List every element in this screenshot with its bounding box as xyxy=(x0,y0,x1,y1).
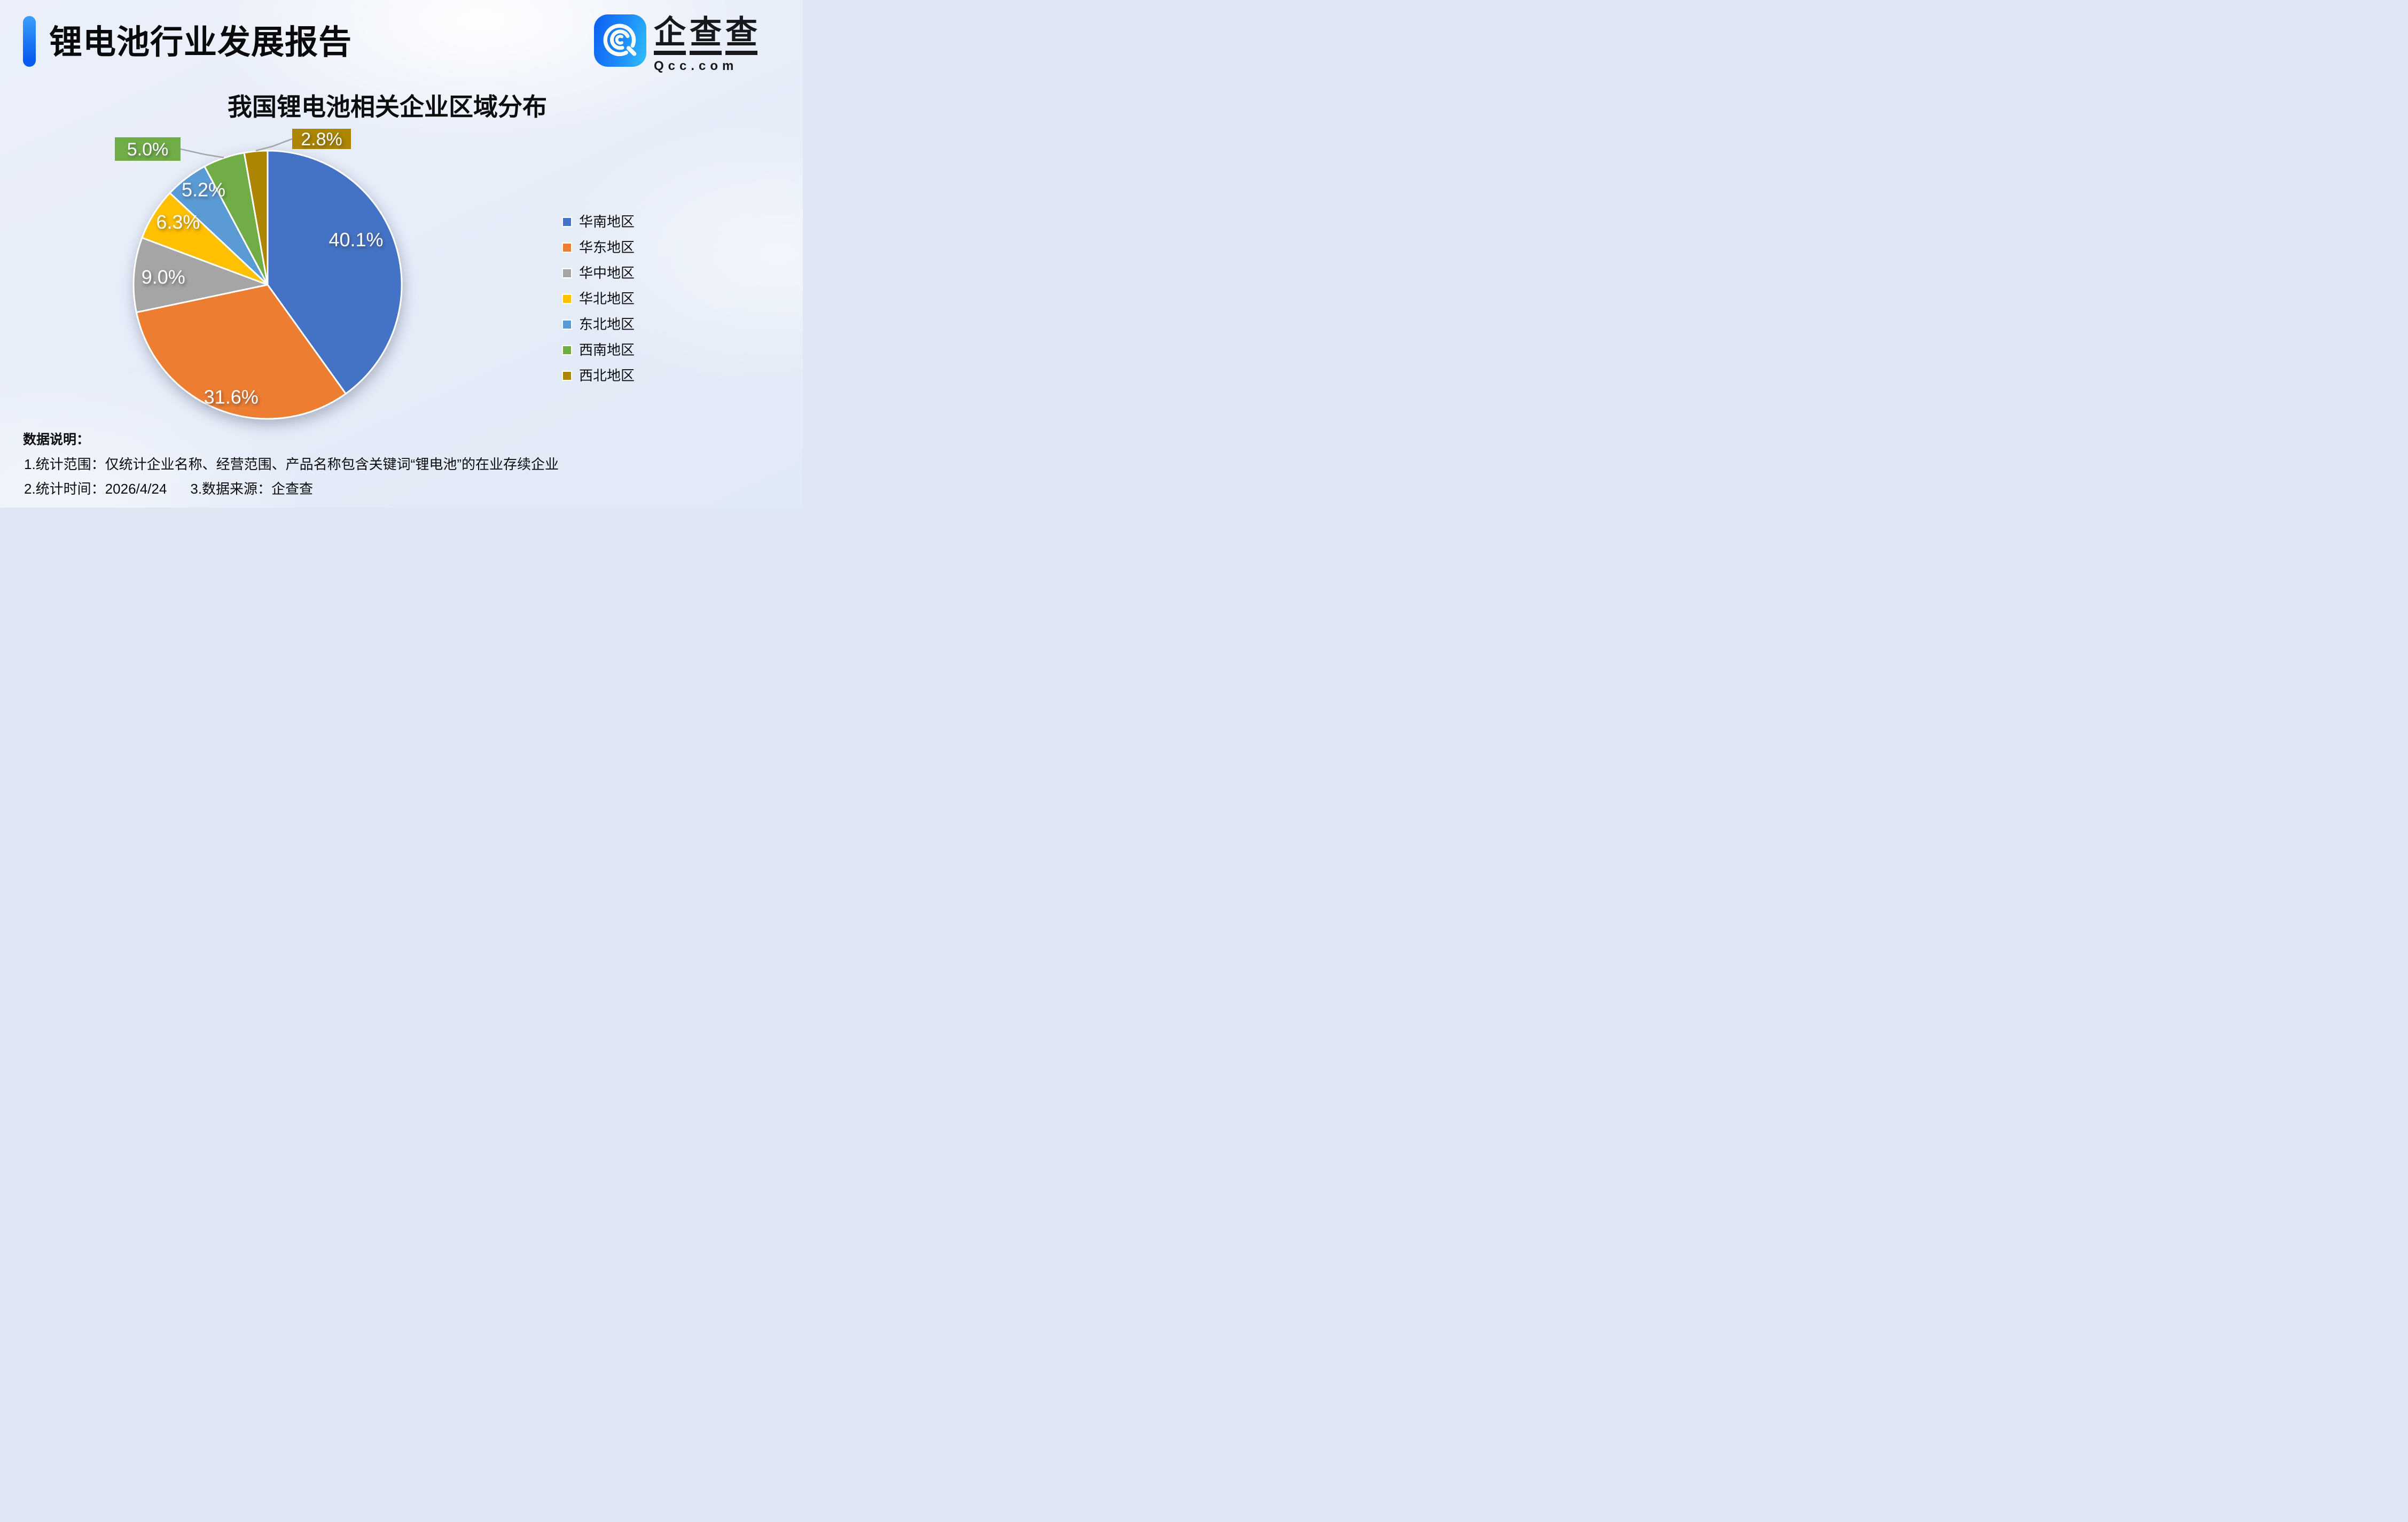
legend-swatch xyxy=(562,216,572,227)
notes-stat-time: 2.统计时间：2026/4/24 xyxy=(24,481,167,497)
callout-box xyxy=(115,137,181,161)
pie-slices xyxy=(132,150,403,420)
legend-label: 华中地区 xyxy=(579,265,635,281)
notes-data-source: 3.数据来源：企查查 xyxy=(190,481,314,497)
legend-item-西北地区: 西北地区 xyxy=(562,369,635,383)
qcc-logo-wordmark: 企查查 xyxy=(654,17,757,55)
leader-line xyxy=(255,138,293,152)
slice-label: 40.1% xyxy=(329,229,383,251)
legend-item-华中地区: 华中地区 xyxy=(562,266,635,280)
legend-label: 华东地区 xyxy=(579,239,635,255)
notes-meta-line: 2.统计时间：2026/4/24 3.数据来源：企查查 xyxy=(24,478,313,498)
legend: 华南地区华东地区华中地区华北地区东北地区西南地区西北地区 xyxy=(562,215,635,383)
qcc-logo-char: 企 xyxy=(654,17,686,55)
pie-slice-华东地区 xyxy=(135,284,347,420)
page-title: 锂电池行业发展报告 xyxy=(49,24,353,61)
pie-slice-华中地区 xyxy=(132,237,269,314)
qcc-logo-domain: Qcc.com xyxy=(654,59,738,73)
callout-label: 5.0% xyxy=(127,139,169,160)
legend-item-华东地区: 华东地区 xyxy=(562,240,635,254)
qcc-magnifier-icon xyxy=(594,14,646,67)
pie-slice-西北地区 xyxy=(243,150,269,286)
slice-label: 5.2% xyxy=(182,179,225,201)
callout-box xyxy=(292,129,351,149)
legend-swatch xyxy=(562,268,572,278)
qcc-logo-char: 查 xyxy=(725,17,757,55)
leader-line xyxy=(180,148,224,159)
pie-labels: 40.1% 31.6% 9.0% 6.3% 5.2% 5.0% 2.8% xyxy=(115,129,384,408)
slice-label: 6.3% xyxy=(156,211,200,233)
pie-chart: 40.1% 31.6% 9.0% 6.3% 5.2% 5.0% 2.8% xyxy=(115,129,403,420)
chart-title: 我国锂电池相关企业区域分布 xyxy=(228,93,547,121)
legend-item-东北地区: 东北地区 xyxy=(562,317,635,331)
qcc-logo: 企查查 Qcc.com xyxy=(594,14,757,74)
qcc-logo-char: 查 xyxy=(690,17,722,55)
legend-item-华南地区: 华南地区 xyxy=(562,215,635,229)
legend-label: 西北地区 xyxy=(579,368,635,384)
slice-label: 31.6% xyxy=(204,386,259,408)
slice-label: 9.0% xyxy=(142,266,185,288)
notes-heading: 数据说明： xyxy=(23,432,90,447)
legend-label: 西南地区 xyxy=(579,342,635,358)
legend-item-华北地区: 华北地区 xyxy=(562,292,635,306)
pie-slice-华南地区 xyxy=(267,150,403,395)
notes-scope-line: 1.统计范围：仅统计企业名称、经营范围、产品名称包含关键词“锂电池”的在业存续企… xyxy=(24,456,559,472)
page: 锂电池行业发展报告 企查查 Qcc.com 我国锂电池相关企业区域分布 40.1… xyxy=(0,0,803,508)
legend-label: 华北地区 xyxy=(579,291,635,307)
legend-swatch xyxy=(562,242,572,253)
legend-swatch xyxy=(562,319,572,330)
legend-swatch xyxy=(562,345,572,355)
legend-swatch xyxy=(562,370,572,381)
header-accent-bar xyxy=(23,16,36,67)
qcc-logo-text: 企查查 Qcc.com xyxy=(654,14,757,74)
callout-label: 2.8% xyxy=(301,129,342,150)
legend-item-西南地区: 西南地区 xyxy=(562,343,635,357)
legend-swatch xyxy=(562,293,572,304)
legend-label: 华南地区 xyxy=(579,214,635,230)
legend-label: 东北地区 xyxy=(579,316,635,332)
